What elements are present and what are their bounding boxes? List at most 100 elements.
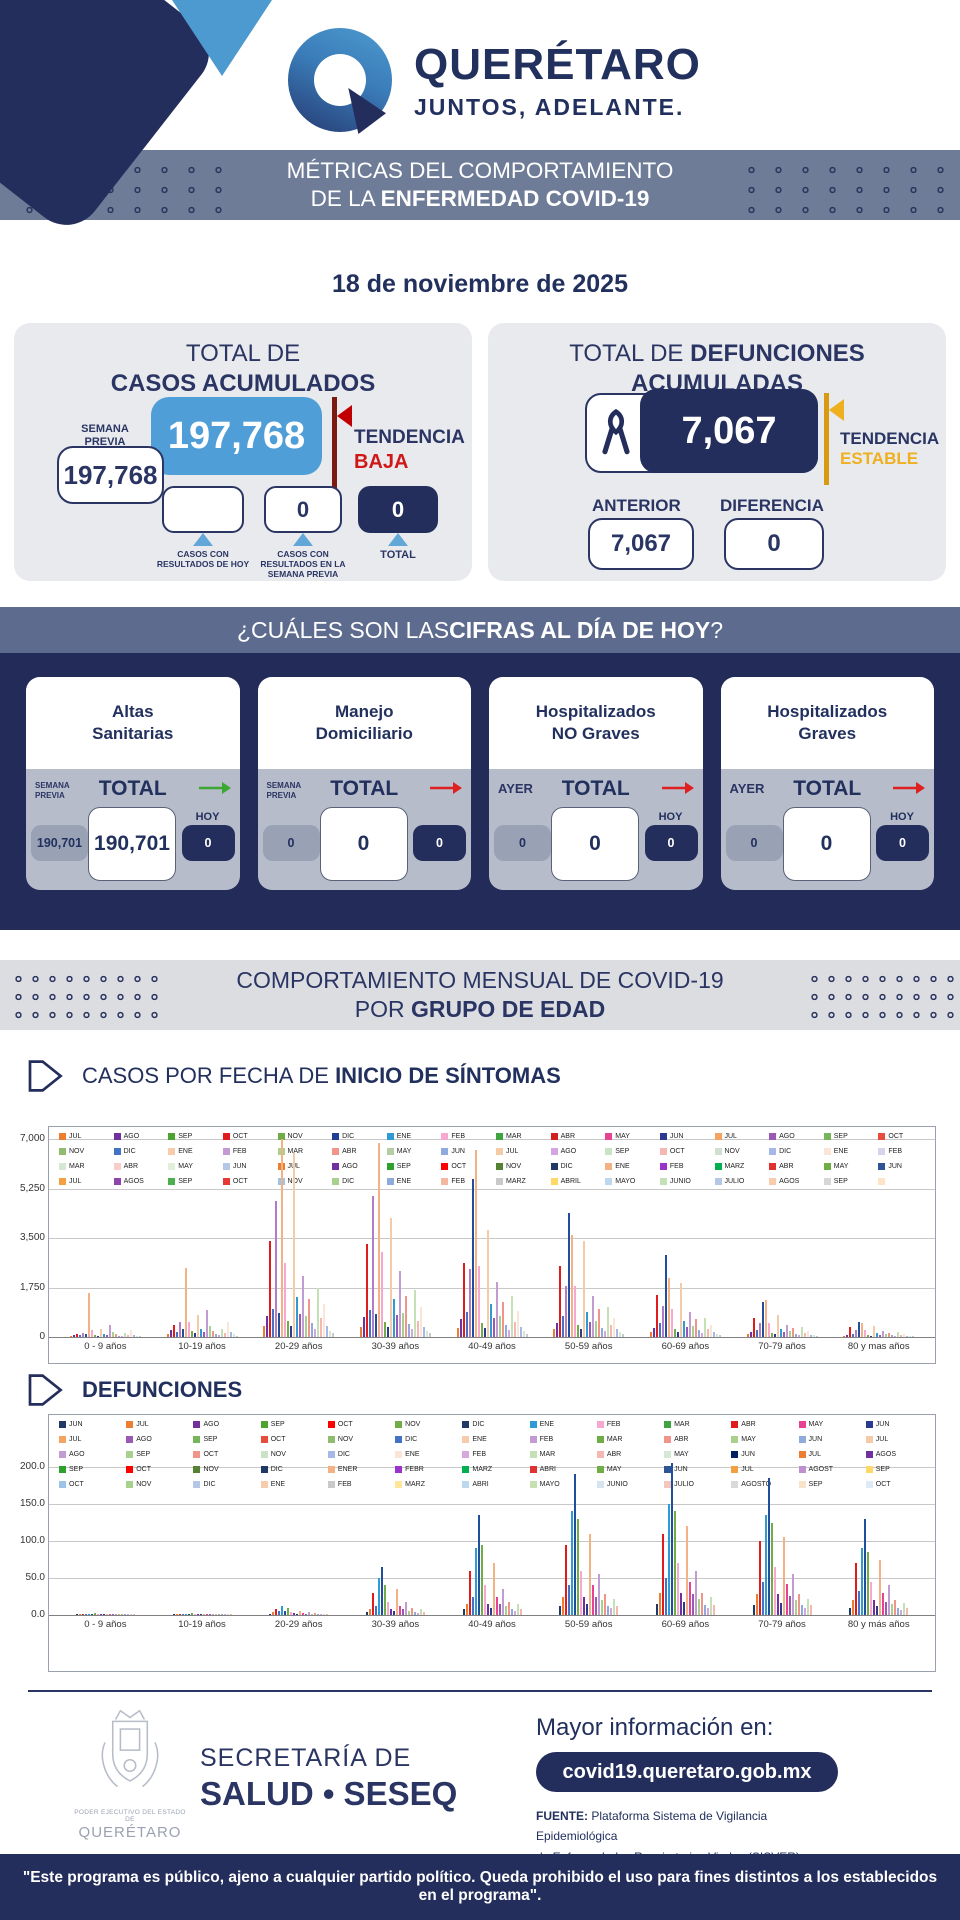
- cases-trend: TENDENCIA BAJA: [354, 427, 465, 473]
- legend-item: NOV: [260, 1449, 326, 1459]
- bar: [879, 1559, 882, 1615]
- bar: [205, 1310, 208, 1337]
- bar-group: [444, 1467, 541, 1615]
- bar: [885, 1334, 888, 1337]
- bar: [87, 1293, 90, 1337]
- bar: [374, 1606, 377, 1615]
- brand-tagline: JUNTOS, ADELANTE.: [414, 93, 685, 120]
- pointer-up-icon: [388, 533, 408, 546]
- bar: [320, 1614, 323, 1615]
- bar: [293, 1153, 296, 1337]
- legend-item: AGO: [550, 1146, 604, 1156]
- legend-item: AGO: [113, 1131, 167, 1141]
- bar: [284, 1610, 287, 1615]
- bar: [580, 1329, 583, 1337]
- x-axis-label: 10-19 años: [178, 1341, 226, 1352]
- bar: [676, 1563, 679, 1615]
- legend-item: NOV: [714, 1146, 768, 1156]
- bar: [770, 1522, 773, 1615]
- bar: [456, 1327, 459, 1337]
- legend-item: JUL: [714, 1131, 768, 1141]
- bar: [96, 1614, 99, 1615]
- card-total-label: TOTAL: [561, 777, 630, 800]
- legend-item: DIC: [332, 1176, 385, 1186]
- legend-item: ENER: [327, 1464, 393, 1474]
- bar: [691, 1325, 694, 1337]
- bar: [459, 1319, 462, 1337]
- chart2-title: DEFUNCIONES: [28, 1370, 960, 1410]
- legend-item: MAR: [596, 1434, 662, 1444]
- card-title: Hospitalizados NO Graves: [489, 677, 703, 769]
- legend-item: MAR: [664, 1419, 729, 1429]
- bar: [323, 1613, 326, 1615]
- bar: [664, 1254, 667, 1337]
- bar: [75, 1614, 78, 1615]
- bar: [293, 1612, 296, 1615]
- bar: [709, 1596, 712, 1615]
- bar: [700, 1332, 703, 1337]
- bar-group: [250, 1139, 347, 1337]
- footer-divider: [28, 1690, 932, 1692]
- bar: [380, 1566, 383, 1615]
- org-name: SECRETARÍA DE SALUD • SESEQ: [200, 1744, 458, 1812]
- bar: [284, 1263, 287, 1337]
- bar: [679, 1592, 682, 1615]
- legend-item: JUN: [865, 1419, 931, 1429]
- bar: [513, 1322, 516, 1337]
- bar: [99, 1328, 102, 1337]
- legend-item: MAR: [59, 1161, 112, 1171]
- bar: [894, 1335, 897, 1337]
- bar: [404, 1296, 407, 1337]
- bar: [474, 1150, 477, 1337]
- bar: [365, 1243, 368, 1337]
- card-hospitalizados-no-graves: Hospitalizados NO Graves AYER TOTAL 0 0 H…: [489, 677, 703, 890]
- bar: [694, 1570, 697, 1615]
- bar: [855, 1563, 858, 1615]
- trend-flag-pole: [332, 397, 337, 489]
- bar: [565, 1286, 568, 1337]
- bar: [685, 1327, 688, 1337]
- legend-item: OCT: [260, 1434, 326, 1444]
- bar: [803, 1332, 806, 1337]
- bar: [504, 1324, 507, 1337]
- legend-item: DIC: [395, 1434, 460, 1444]
- deaths-panel: TOTAL DE DEFUNCIONES ACUMULADAS 7,067 TE…: [488, 323, 946, 581]
- anterior-label: ANTERIOR: [592, 496, 681, 515]
- bar-group: [734, 1467, 831, 1615]
- bar: [181, 1613, 184, 1615]
- legend-item: OCT: [126, 1464, 191, 1474]
- bar: [903, 1334, 906, 1337]
- bar: [486, 1603, 489, 1615]
- bar: [800, 1605, 803, 1615]
- card-title: Manejo Domiciliario: [257, 677, 471, 769]
- legend-item: ABR: [332, 1146, 385, 1156]
- bar: [84, 1613, 87, 1615]
- legend-item: DIC: [769, 1146, 822, 1156]
- bar: [178, 1322, 181, 1337]
- bar: [305, 1613, 308, 1615]
- legend-item: ENE: [823, 1146, 877, 1156]
- bar: [655, 1294, 658, 1337]
- bar: [386, 1326, 389, 1337]
- legend-item: ABRIL: [550, 1176, 604, 1186]
- bar: [525, 1333, 528, 1337]
- bar: [785, 1324, 788, 1337]
- bar: [377, 1578, 380, 1615]
- bar: [909, 1336, 912, 1337]
- bar: [326, 1326, 329, 1337]
- bar: [84, 1334, 87, 1337]
- bar: [794, 1600, 797, 1615]
- legend-item: JUL: [59, 1131, 112, 1141]
- legend-item: OCT: [59, 1479, 124, 1489]
- bar: [519, 1609, 522, 1615]
- anterior-value: 7,067: [588, 518, 694, 570]
- bar: [691, 1594, 694, 1615]
- legend-item: MAY: [731, 1434, 796, 1444]
- bar: [664, 1578, 667, 1615]
- bar: [797, 1594, 800, 1615]
- bar: [235, 1335, 238, 1337]
- legend-item: ABR: [113, 1161, 167, 1171]
- bar: [371, 1195, 374, 1337]
- bar: [706, 1607, 709, 1615]
- info-url-button[interactable]: covid19.queretaro.gob.mx: [536, 1752, 838, 1792]
